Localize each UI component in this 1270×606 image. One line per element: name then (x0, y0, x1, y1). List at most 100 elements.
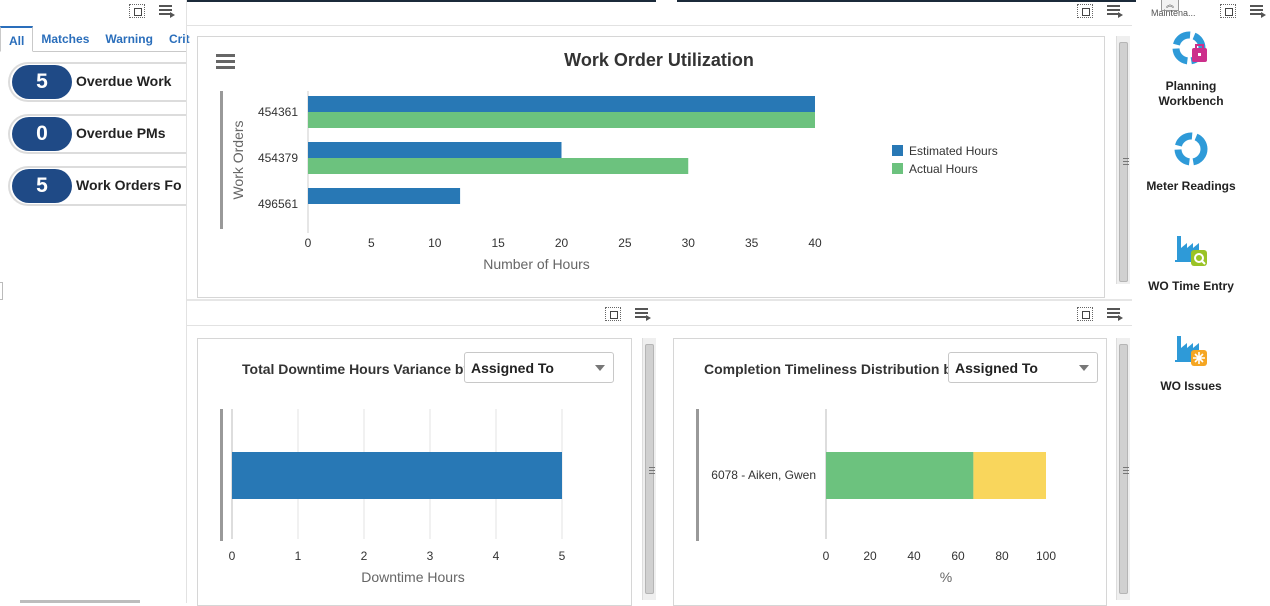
x-tick-label: 20 (863, 549, 877, 563)
wo-time-entry-icon (1175, 236, 1207, 266)
hamburger-menu-icon[interactable] (216, 54, 235, 70)
expand-icon[interactable] (129, 4, 145, 18)
pane-header: ︽ Maintena... (1151, 0, 1195, 18)
assigned-to-select[interactable]: Assigned To (948, 352, 1098, 383)
x-tick-label: 1 (295, 549, 302, 563)
axis-accent (220, 91, 223, 229)
scrollbar-grip (1123, 158, 1129, 165)
collapse-handle[interactable] (0, 282, 3, 300)
pane-controls (1077, 4, 1123, 18)
downtime-chart: 0 1 2 3 4 5 Downtime Hours (220, 409, 566, 585)
pane-controls (605, 307, 651, 321)
collapse-up-icon[interactable]: ︽ (1161, 0, 1179, 11)
x-tick-label: 20 (555, 236, 569, 250)
pane-separator (187, 25, 1132, 26)
y-axis-label: Work Orders (230, 120, 246, 199)
kpi-label: Work Orders Fo (76, 177, 182, 193)
springboard-pane: ︽ Maintena... Planning Workbench Meter R… (1136, 0, 1270, 603)
meter-readings-tile[interactable]: Meter Readings (1136, 130, 1246, 194)
x-tick-label: 40 (808, 236, 822, 250)
planning-workbench-icon (1172, 31, 1207, 65)
vertical-scrollbar[interactable] (1116, 36, 1130, 284)
pane-separator (186, 0, 187, 603)
x-tick-label: 25 (618, 236, 632, 250)
x-tick-label: 4 (493, 549, 500, 563)
tab-warning[interactable]: Warning (105, 32, 153, 46)
utilization-chart: 454361 454379 496561 0 5 10 15 20 25 30 35 40 Number… (220, 91, 998, 272)
kpi-overdue-work[interactable]: 5 Overdue Work (8, 62, 186, 102)
x-tick-label: 35 (745, 236, 759, 250)
planning-workbench-tile[interactable]: Planning Workbench (1136, 30, 1246, 109)
legend-entry: Estimated Hours (909, 144, 998, 158)
x-tick-label: 30 (682, 236, 696, 250)
x-tick-label: 0 (229, 549, 236, 563)
axis-accent (220, 409, 223, 541)
watchlist-pane: All Matches Warning Crit 5 Overdue Work … (0, 0, 190, 603)
bar (308, 96, 815, 112)
select-value: Assigned To (955, 360, 1038, 376)
timeliness-panel: Completion Timeliness Distribution by As… (673, 338, 1107, 606)
x-tick-label: 3 (427, 549, 434, 563)
stacked-bar-segment (973, 452, 1046, 499)
chart-title: Completion Timeliness Distribution by (704, 361, 960, 377)
meter-readings-icon (1174, 132, 1208, 166)
pane-separator (187, 325, 1132, 326)
kpi-overdue-pms[interactable]: 0 Overdue PMs (8, 114, 186, 154)
x-tick-label: 100 (1036, 549, 1056, 563)
pane-header-label: Maintena... (1151, 8, 1195, 18)
pane-menu-icon[interactable] (159, 4, 175, 18)
legend-swatch (892, 145, 903, 156)
bar (308, 188, 461, 204)
x-tick-label: 0 (305, 236, 312, 250)
pane-menu-icon[interactable] (1250, 4, 1266, 18)
kpi-work-orders[interactable]: 5 Work Orders Fo (8, 166, 186, 206)
chevron-down-icon (1079, 365, 1089, 371)
pane-controls (129, 4, 175, 18)
x-tick-label: 60 (951, 549, 965, 563)
stacked-bar-segment (826, 452, 974, 499)
assigned-to-select[interactable]: Assigned To (464, 352, 614, 383)
x-axis-label: % (940, 569, 952, 585)
scrollbar-grip (1123, 467, 1129, 474)
scrollbar-thumb[interactable] (1119, 344, 1129, 594)
tab-all[interactable]: All (0, 26, 34, 52)
tab-matches[interactable]: Matches (41, 32, 90, 46)
utilization-panel: Work Order Utilization 454361 454379 49656… (197, 36, 1105, 298)
wo-issues-icon (1175, 336, 1207, 366)
expand-icon[interactable] (1077, 4, 1093, 18)
wo-issues-tile[interactable]: WO Issues (1136, 330, 1246, 394)
x-tick-label: 5 (559, 549, 566, 563)
filter-tabs: All Matches Warning Crit (0, 26, 190, 52)
legend-entry: Actual Hours (909, 162, 978, 176)
y-tick-label: 6078 - Aiken, Gwen (711, 468, 816, 482)
kpi-label: Overdue Work (76, 73, 172, 89)
expand-icon[interactable] (605, 307, 621, 321)
top-divider (677, 0, 1136, 2)
downtime-panel: Total Downtime Hours Variance by Assigne… (197, 338, 632, 606)
pane-menu-icon[interactable] (1107, 4, 1123, 18)
expand-icon[interactable] (1220, 4, 1236, 18)
pane-controls (1220, 4, 1266, 18)
timeliness-chart: 0 20 40 60 80 100 6078 - Aiken, Gwen% (696, 409, 1056, 585)
scrollbar-thumb[interactable] (1119, 42, 1129, 282)
x-tick-label: 40 (907, 549, 921, 563)
pane-separator (187, 299, 1132, 301)
kpi-label: Overdue PMs (76, 125, 166, 141)
vertical-scrollbar[interactable] (1116, 338, 1130, 600)
bar (308, 158, 689, 174)
x-axis-label: Number of Hours (483, 256, 590, 272)
horizontal-scrollbar[interactable] (20, 600, 140, 603)
x-tick-label: 5 (368, 236, 375, 250)
y-tick-label: 496561 (258, 197, 298, 211)
tab-critical[interactable]: Crit (168, 32, 190, 46)
x-axis-label: Downtime Hours (361, 569, 464, 585)
wo-time-entry-tile[interactable]: WO Time Entry (1136, 230, 1246, 294)
pane-menu-icon[interactable] (635, 307, 651, 321)
pane-menu-icon[interactable] (1107, 307, 1123, 321)
scrollbar-thumb[interactable] (645, 344, 655, 594)
bar (308, 142, 562, 158)
expand-icon[interactable] (1077, 307, 1093, 321)
bar (232, 452, 562, 499)
vertical-scrollbar[interactable] (642, 338, 656, 600)
x-tick-label: 10 (428, 236, 442, 250)
